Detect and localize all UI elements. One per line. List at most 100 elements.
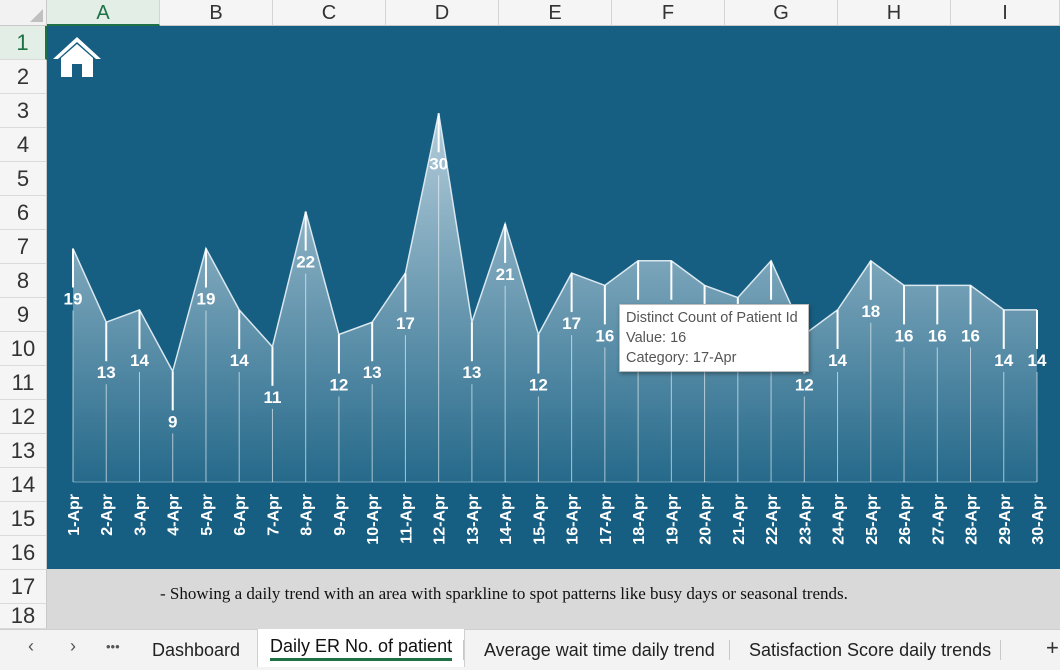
category-tick-label: 14-Apr	[498, 494, 515, 545]
category-tick-label: 3-Apr	[132, 494, 149, 536]
tooltip-value: Value: 16	[626, 330, 687, 346]
data-label: 19	[64, 289, 83, 308]
data-label: 16	[595, 326, 614, 345]
category-tick-label: 4-Apr	[166, 494, 183, 536]
column-header-f[interactable]: F	[612, 0, 725, 26]
row-header-9[interactable]: 9	[0, 298, 47, 332]
tab-separator	[729, 640, 730, 660]
series-line	[72, 113, 1037, 374]
row-header-2[interactable]: 2	[0, 60, 47, 94]
category-tick-label: 5-Apr	[199, 494, 216, 536]
data-label: 22	[296, 253, 315, 272]
data-label: 21	[496, 265, 515, 284]
row-header-10[interactable]: 10	[0, 332, 47, 366]
home-icon[interactable]	[52, 34, 102, 80]
data-label: 14	[130, 351, 149, 370]
data-label: 17	[562, 314, 581, 333]
row-header-7[interactable]: 7	[0, 230, 47, 264]
category-tick-label: 2-Apr	[99, 494, 116, 536]
row-header-1[interactable]: 1	[0, 26, 47, 60]
category-tick-label: 19-Apr	[664, 494, 681, 545]
column-header-h[interactable]: H	[838, 0, 951, 26]
tab-separator	[463, 640, 464, 660]
column-header-e[interactable]: E	[499, 0, 612, 26]
data-label: 14	[828, 351, 847, 370]
data-label: 18	[861, 302, 880, 321]
category-tick-label: 25-Apr	[864, 494, 881, 545]
column-header-g[interactable]: G	[725, 0, 838, 26]
row-header-16[interactable]: 16	[0, 536, 47, 570]
row-header-12[interactable]: 12	[0, 400, 47, 434]
data-label: 14	[1028, 351, 1047, 370]
row-header-11[interactable]: 11	[0, 366, 47, 400]
sheet-tab-bar: ‹ › ••• Dashboard Daily ER No. of patien…	[0, 629, 1060, 670]
area-series[interactable]	[73, 113, 1037, 483]
tooltip-title: Distinct Count of Patient Id	[626, 310, 798, 326]
category-tick-label: 27-Apr	[930, 494, 947, 545]
category-tick-label: 18-Apr	[631, 494, 648, 545]
category-tick-label: 16-Apr	[565, 494, 582, 545]
data-label: 14	[994, 351, 1013, 370]
daily-patient-area-chart[interactable]: 191-Apr132-Apr143-Apr94-Apr195-Apr146-Ap…	[0, 0, 1060, 569]
column-header-i[interactable]: I	[951, 0, 1060, 26]
row-header-14[interactable]: 14	[0, 468, 47, 502]
sheet-tab-daily-er[interactable]: Daily ER No. of patient	[257, 629, 466, 667]
chart-tooltip: Distinct Count of Patient Id Value: 16 C…	[619, 304, 809, 372]
column-header-d[interactable]: D	[386, 0, 499, 26]
sheet-tab-dashboard[interactable]: Dashboard	[152, 640, 241, 660]
category-tick-label: 8-Apr	[299, 494, 316, 536]
row-header-15[interactable]: 15	[0, 502, 47, 536]
prev-sheet-chevron-icon[interactable]: ‹	[28, 636, 34, 656]
category-tick-label: 24-Apr	[831, 494, 848, 545]
sheet-tab-average-wait[interactable]: Average wait time daily trend	[484, 640, 715, 660]
category-tick-label: 17-Apr	[598, 494, 615, 545]
category-tick-label: 30-Apr	[1030, 494, 1047, 545]
sheet-tab-label: Daily ER No. of patient	[270, 636, 453, 656]
category-tick-label: 26-Apr	[897, 494, 914, 545]
chart-caption: - Showing a daily trend with an area wit…	[160, 584, 848, 603]
category-tick-label: 6-Apr	[232, 494, 249, 536]
column-header-c[interactable]: C	[273, 0, 386, 26]
tab-separator	[1000, 640, 1001, 660]
row-header-18[interactable]: 18	[0, 603, 47, 629]
more-sheets-icon[interactable]: •••	[106, 639, 120, 654]
row-header-8[interactable]: 8	[0, 264, 47, 298]
category-tick-label: 22-Apr	[764, 494, 781, 545]
next-sheet-chevron-icon[interactable]: ›	[70, 636, 76, 656]
column-header-b[interactable]: B	[160, 0, 273, 26]
caption-row	[47, 569, 1060, 629]
row-header-6[interactable]: 6	[0, 196, 47, 230]
category-tick-label: 10-Apr	[365, 494, 382, 545]
category-tick-label: 23-Apr	[797, 494, 814, 545]
category-tick-label: 21-Apr	[731, 494, 748, 545]
row-header-17[interactable]: 17	[0, 570, 47, 604]
data-label: 16	[928, 326, 947, 345]
category-tick-label: 11-Apr	[398, 494, 415, 544]
sheet-tab-satisfaction[interactable]: Satisfaction Score daily trends	[749, 640, 992, 660]
data-label: 13	[363, 363, 382, 382]
data-label: 11	[263, 388, 281, 407]
row-header-5[interactable]: 5	[0, 162, 47, 196]
data-label: 13	[462, 363, 481, 382]
select-all-triangle-icon	[30, 9, 43, 22]
data-label: 12	[529, 376, 548, 395]
row-header-13[interactable]: 13	[0, 434, 47, 468]
row-header-3[interactable]: 3	[0, 94, 47, 128]
category-tick-label: 29-Apr	[997, 494, 1014, 545]
column-header-a[interactable]: A	[47, 0, 160, 26]
select-all-corner[interactable]	[0, 0, 47, 26]
category-tick-label: 1-Apr	[66, 494, 83, 536]
data-label: 16	[961, 326, 980, 345]
add-sheet-plus-icon[interactable]: +	[1046, 635, 1059, 660]
data-label: 19	[197, 289, 216, 308]
data-label: 30	[429, 154, 448, 173]
data-label: 12	[329, 376, 348, 395]
category-tick-label: 9-Apr	[332, 494, 349, 536]
data-label: 9	[168, 412, 177, 431]
category-tick-label: 28-Apr	[964, 494, 981, 545]
data-label: 14	[230, 351, 249, 370]
data-label: 17	[396, 314, 415, 333]
category-tick-label: 7-Apr	[265, 494, 282, 536]
row-header-4[interactable]: 4	[0, 128, 47, 162]
data-label: 16	[895, 326, 914, 345]
